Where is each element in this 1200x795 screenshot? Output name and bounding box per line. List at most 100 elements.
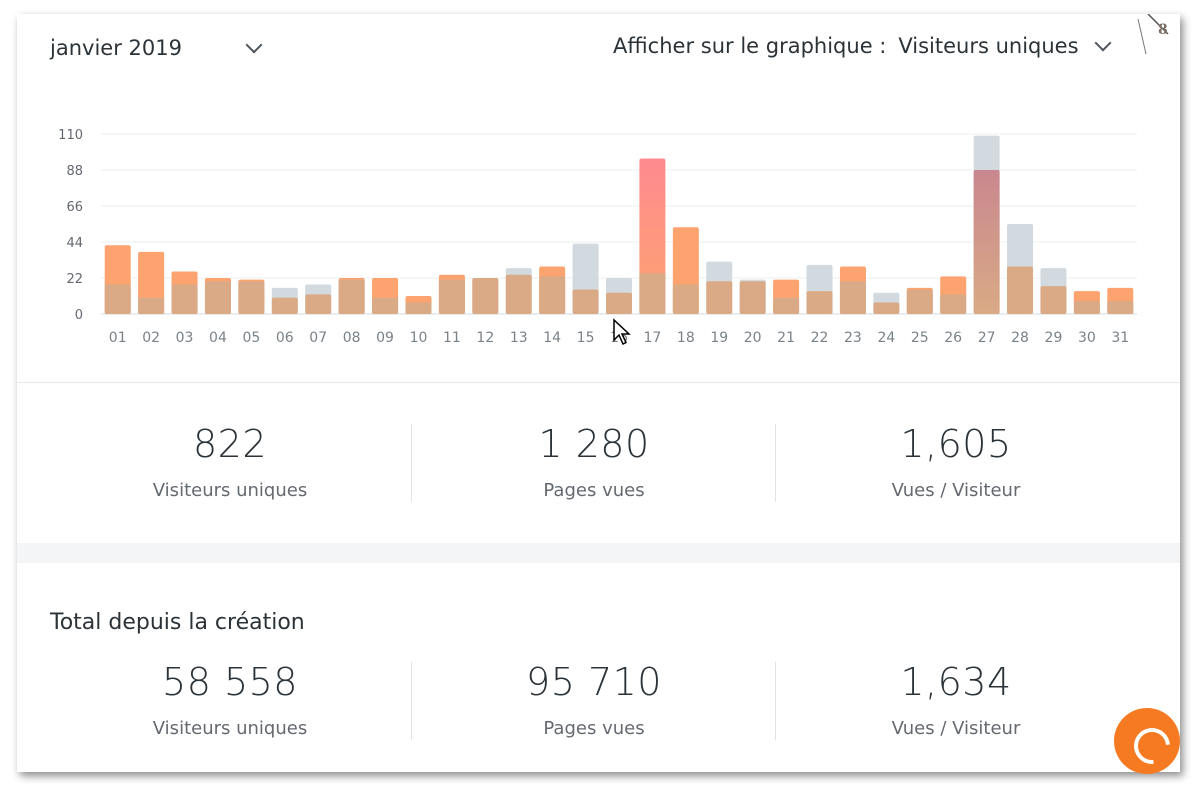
stat-value: 822 <box>192 422 268 466</box>
bar-group-day-20[interactable] <box>739 279 766 314</box>
x-tick-label: 11 <box>443 330 461 346</box>
bar-overlap[interactable] <box>539 276 566 314</box>
bar-group-day-14[interactable] <box>539 266 566 314</box>
bar-group-day-02[interactable] <box>138 251 165 314</box>
bar-group-day-15[interactable] <box>572 243 599 314</box>
x-tick-label: 04 <box>209 330 227 346</box>
y-tick-label: 66 <box>66 200 83 215</box>
bar-group-day-04[interactable] <box>204 278 231 314</box>
bar-overlap[interactable] <box>1007 266 1034 314</box>
clock-icon: 8 7 6 5 <box>1137 14 1169 55</box>
help-chat-button[interactable] <box>1114 708 1180 774</box>
bar-group-day-30[interactable] <box>1073 291 1100 314</box>
total-page-views: 95 710 Pages vues <box>414 660 774 739</box>
x-tick-label: 09 <box>376 330 394 346</box>
x-tick-label: 08 <box>343 330 361 346</box>
bar-overlap[interactable] <box>238 281 265 314</box>
bar-overlap[interactable] <box>739 281 766 314</box>
bar-group-day-12[interactable] <box>472 278 499 314</box>
x-tick-label: 20 <box>744 330 762 346</box>
bar-overlap[interactable] <box>806 291 833 314</box>
stat-views-per-visitor: 1,605 Vues / Visiteur <box>776 422 1136 501</box>
bar-group-day-17[interactable] <box>639 158 666 314</box>
x-tick-label: 02 <box>142 330 160 346</box>
bar-overlap[interactable] <box>505 274 532 314</box>
y-tick-label: 22 <box>66 272 83 287</box>
bar-overlap[interactable] <box>940 294 967 314</box>
y-tick-label: 0 <box>75 308 83 323</box>
bar-overlap[interactable] <box>372 297 399 314</box>
x-tick-label: 14 <box>543 330 561 346</box>
x-tick-label: 22 <box>811 330 829 346</box>
bar-overlap[interactable] <box>672 284 699 314</box>
bar-group-day-27[interactable] <box>973 135 1000 314</box>
bar-group-day-25[interactable] <box>906 287 933 314</box>
bar-group-day-11[interactable] <box>438 274 465 314</box>
bar-overlap[interactable] <box>572 289 599 314</box>
bar-overlap[interactable] <box>1040 286 1067 314</box>
x-tick-label: 15 <box>577 330 595 346</box>
bar-overlap[interactable] <box>639 273 666 314</box>
stats-card: janvier 2019 Afficher sur le graphique :… <box>17 14 1180 772</box>
bar-group-day-16[interactable] <box>606 278 632 314</box>
bar-overlap[interactable] <box>906 289 933 314</box>
bar-overlap[interactable] <box>305 294 332 314</box>
bar-group-day-26[interactable] <box>940 276 967 314</box>
chart-metric-select[interactable]: Afficher sur le graphique : Visiteurs un… <box>613 34 1112 58</box>
bar-group-day-06[interactable] <box>271 287 298 314</box>
bar-overlap[interactable] <box>472 278 499 314</box>
bar-group-day-01[interactable] <box>104 245 131 314</box>
x-tick-label: 17 <box>644 330 662 346</box>
bar-group-day-21[interactable] <box>773 279 800 314</box>
bar-overlap[interactable] <box>973 170 1000 314</box>
bar-group-day-10[interactable] <box>405 296 432 314</box>
bar-group-day-13[interactable] <box>505 268 532 314</box>
bar-group-day-29[interactable] <box>1040 268 1067 314</box>
stat-label: Pages vues <box>543 480 645 501</box>
month-select-value: janvier 2019 <box>50 36 182 60</box>
x-tick-label: 12 <box>476 330 494 346</box>
month-select[interactable]: janvier 2019 <box>50 34 263 62</box>
bar-group-day-07[interactable] <box>305 284 332 314</box>
bar-group-day-31[interactable] <box>1107 287 1134 314</box>
bar-group-day-09[interactable] <box>372 278 399 314</box>
stat-unique-visitors: 822 Visiteurs uniques <box>50 422 410 501</box>
bar-overlap[interactable] <box>171 284 198 314</box>
total-stats: 58 558 Visiteurs uniques 95 710 Pages vu… <box>17 660 1180 760</box>
bar-group-day-19[interactable] <box>706 261 733 314</box>
bar-overlap[interactable] <box>104 284 131 314</box>
bar-overlap[interactable] <box>438 279 465 314</box>
total-title: Total depuis la création <box>50 610 305 635</box>
mouse-cursor-icon <box>613 318 631 346</box>
bar-group-day-23[interactable] <box>839 266 866 314</box>
bar-group-day-08[interactable] <box>338 278 365 314</box>
bar-group-day-18[interactable] <box>672 227 699 314</box>
stat-value: 1,634 <box>900 660 1012 704</box>
bar-overlap[interactable] <box>204 281 231 314</box>
bar-group-day-24[interactable] <box>873 292 900 314</box>
bar-overlap[interactable] <box>1107 300 1134 314</box>
bar-group-day-03[interactable] <box>171 271 198 314</box>
bar-overlap[interactable] <box>138 297 165 314</box>
x-tick-label: 05 <box>242 330 260 346</box>
chart-metric-value[interactable]: Visiteurs uniques <box>898 34 1079 58</box>
stat-label: Vues / Visiteur <box>891 718 1021 739</box>
bar-overlap[interactable] <box>873 302 900 314</box>
bar-overlap[interactable] <box>606 292 632 314</box>
bar-overlap[interactable] <box>405 302 432 314</box>
x-tick-label: 28 <box>1011 330 1029 346</box>
x-tick-label: 07 <box>309 330 327 346</box>
bar-group-day-28[interactable] <box>1007 224 1034 314</box>
bar-chart: 0 22 44 66 88 110 01 02 03 04 05 06 07 08 09 10 11 12 13 1… <box>58 128 1137 346</box>
bar-overlap[interactable] <box>839 281 866 314</box>
bar-group-day-05[interactable] <box>238 279 265 314</box>
bar-overlap[interactable] <box>706 281 733 314</box>
x-tick-label: 19 <box>710 330 728 346</box>
bar-overlap[interactable] <box>338 279 365 314</box>
bar-overlap[interactable] <box>1073 300 1100 314</box>
bar-overlap[interactable] <box>271 297 298 314</box>
bar-group-day-22[interactable] <box>806 264 833 314</box>
stat-label: Visiteurs uniques <box>152 718 308 739</box>
bar-overlap[interactable] <box>773 297 800 314</box>
x-tick-label: 13 <box>510 330 528 346</box>
